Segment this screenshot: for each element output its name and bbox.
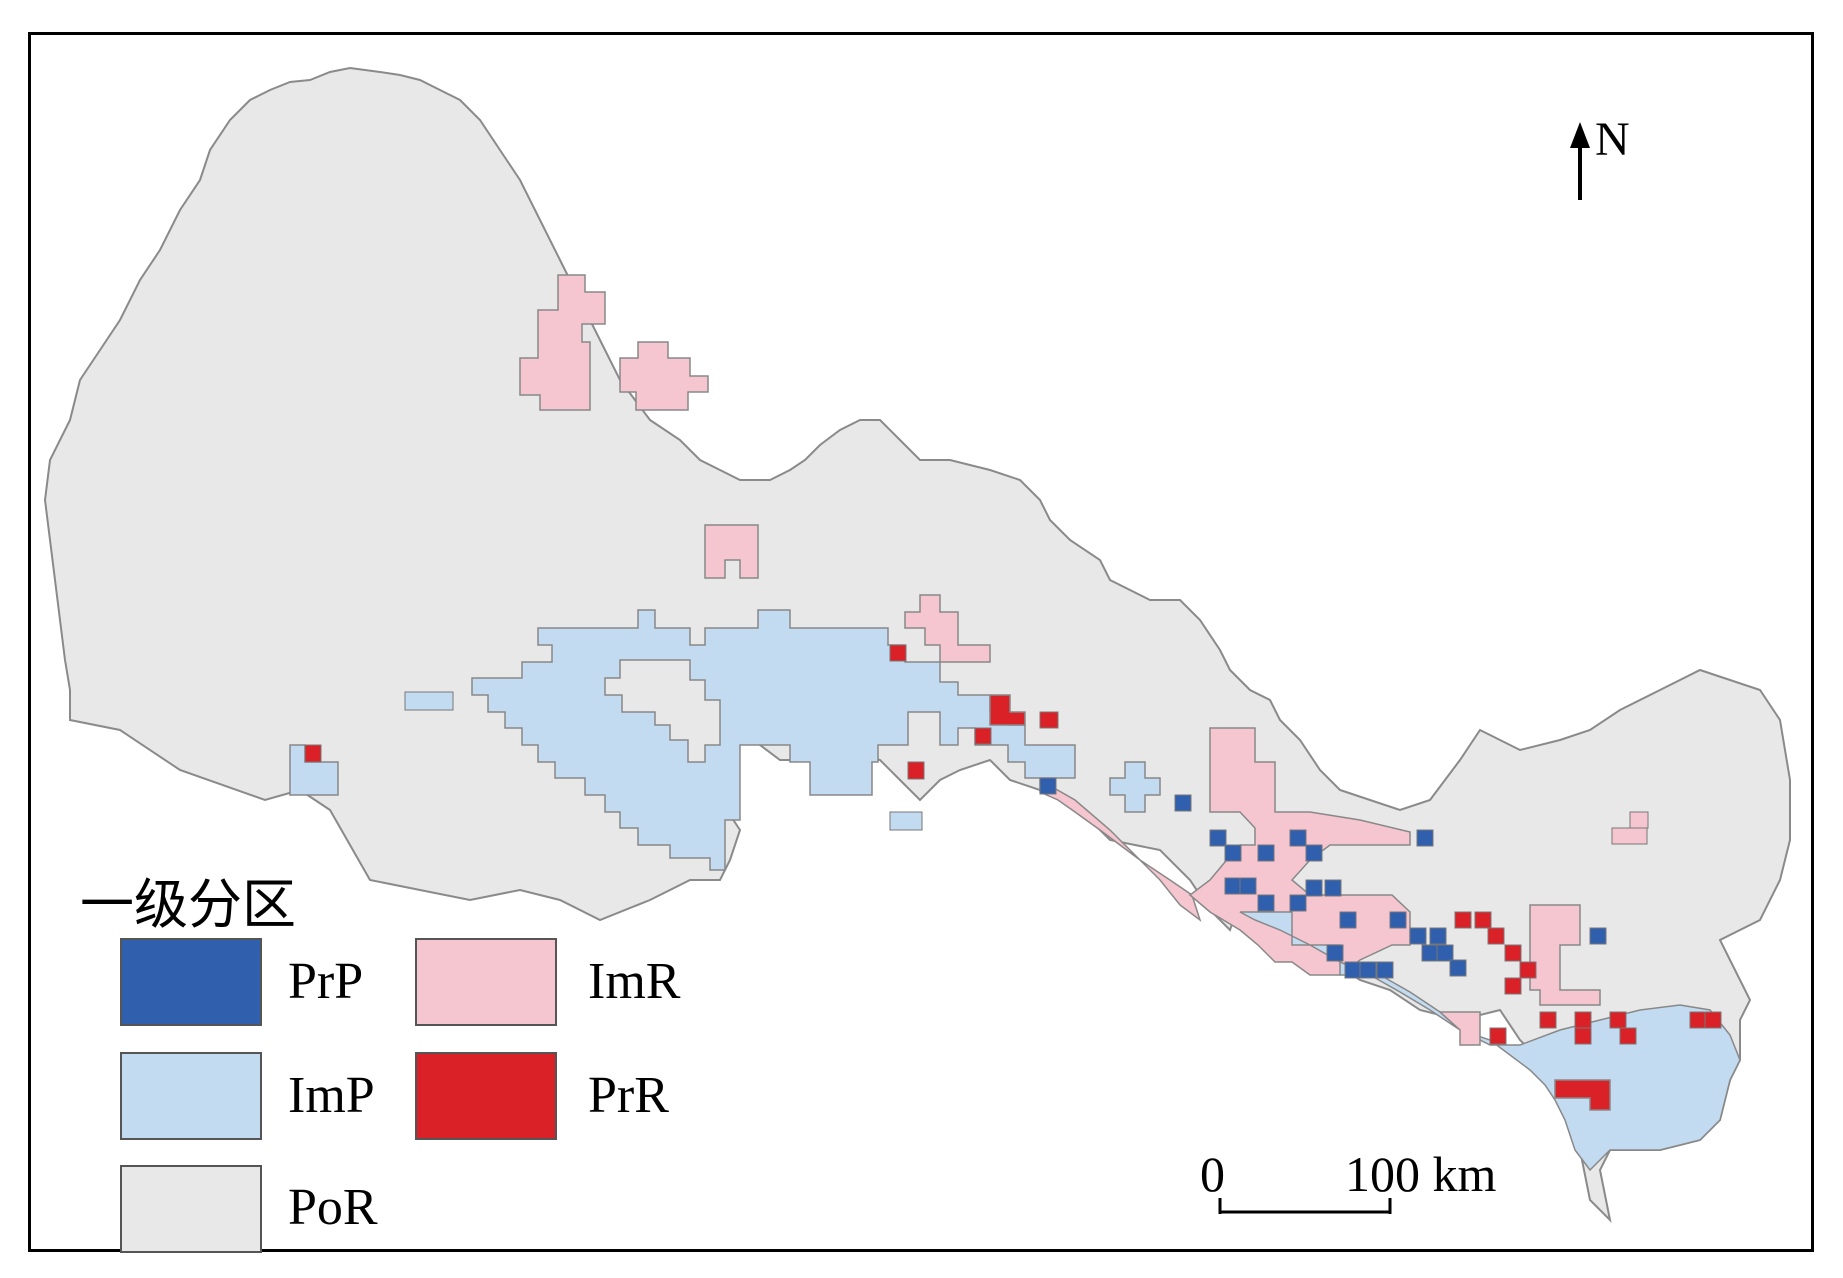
prr-patch <box>889 644 907 662</box>
legend-label-por: PoR <box>288 1179 378 1236</box>
legend-swatch-imr <box>415 938 557 1026</box>
prp-patch <box>1409 927 1427 945</box>
legend-label-prr: PrR <box>588 1067 669 1124</box>
prp-patch <box>1416 829 1434 847</box>
prr-patch <box>1454 911 1472 929</box>
prr-patch <box>1504 944 1522 962</box>
prp-patch <box>1239 877 1257 895</box>
prp-patch <box>1305 844 1323 862</box>
prp-patch <box>1326 944 1344 962</box>
prp-patch <box>1224 877 1242 895</box>
prp-patch <box>1449 959 1467 977</box>
imr-patch <box>1611 827 1648 845</box>
legend-swatch-imp <box>120 1052 262 1140</box>
imr-patch <box>1438 1011 1481 1046</box>
legend-label-imr: ImR <box>588 953 681 1010</box>
imr-patch <box>704 524 759 579</box>
prr-patch <box>907 761 925 780</box>
legend-swatch-por <box>120 1165 262 1253</box>
prr-patch <box>1619 1027 1637 1045</box>
imp-patch <box>404 691 454 711</box>
prp-patch <box>1589 927 1607 945</box>
imr-patch <box>519 274 606 411</box>
prp-patch <box>1389 911 1407 929</box>
scale-bar <box>1218 1198 1392 1214</box>
por-patch <box>604 659 721 763</box>
prp-patch <box>1039 777 1057 795</box>
prr-patch <box>1574 1027 1592 1045</box>
imp-patch <box>889 811 923 831</box>
prr-patch <box>1504 977 1522 995</box>
prp-patch <box>1209 829 1227 847</box>
imr-patch <box>1629 811 1649 829</box>
prr-patch <box>989 694 1026 726</box>
prp-patch <box>1257 894 1275 912</box>
legend-label-imp: ImP <box>288 1067 375 1124</box>
prr-patch <box>1539 1011 1557 1029</box>
scale-start-label: 0 <box>1200 1146 1225 1202</box>
prp-patch <box>1429 927 1447 945</box>
prp-patch <box>1376 961 1394 979</box>
imp-patch <box>1109 761 1161 813</box>
legend-swatch-prp <box>120 938 262 1026</box>
legend-title: 一级分区 <box>80 873 296 936</box>
prp-patch <box>1289 894 1307 912</box>
prp-patch <box>1257 844 1275 862</box>
prr-patch <box>304 744 322 763</box>
prp-patch <box>1339 911 1357 929</box>
north-label: N <box>1595 113 1630 166</box>
prp-patch <box>1324 879 1342 897</box>
prp-patch <box>1344 961 1362 979</box>
prr-patch <box>1574 1011 1592 1029</box>
prp-patch <box>1305 879 1323 897</box>
prp-patch <box>1436 944 1454 962</box>
prr-patch <box>1704 1011 1722 1029</box>
imr-patch <box>619 341 709 411</box>
prr-patch <box>1519 961 1537 979</box>
prr-patch <box>1609 1011 1627 1029</box>
prr-patch <box>1489 1027 1507 1045</box>
prr-patch <box>1554 1079 1611 1111</box>
prp-patch <box>1421 944 1439 962</box>
prr-patch <box>974 727 992 745</box>
imr-patch <box>1529 904 1601 1006</box>
prp-patch <box>1289 829 1307 847</box>
scale-end-label: 100 km <box>1345 1146 1497 1202</box>
legend-label-prp: PrP <box>288 953 364 1010</box>
prr-patch <box>1039 711 1059 729</box>
north-arrow-icon <box>1570 122 1590 200</box>
prr-patch <box>1689 1011 1707 1029</box>
imr-patch <box>1039 778 1202 923</box>
prr-patch <box>1487 927 1505 945</box>
prp-patch <box>1359 961 1377 979</box>
prp-patch <box>1174 794 1192 812</box>
legend-swatch-prr <box>415 1052 557 1140</box>
prp-patch <box>1224 844 1242 862</box>
prr-patch <box>1474 911 1492 929</box>
